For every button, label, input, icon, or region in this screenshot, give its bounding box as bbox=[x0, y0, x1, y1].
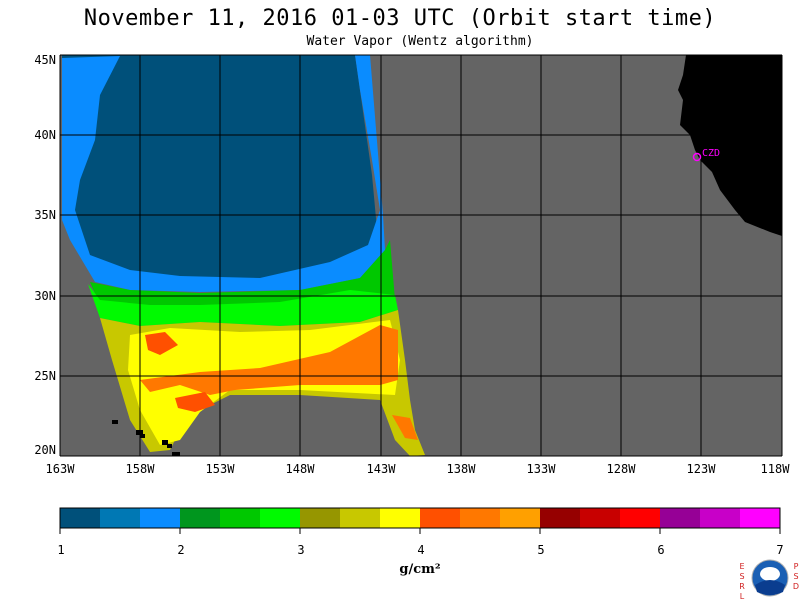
colorbar-swatch bbox=[100, 508, 141, 528]
colorbar-swatch bbox=[620, 508, 661, 528]
colorbar-swatch bbox=[380, 508, 421, 528]
colorbar-swatch bbox=[260, 508, 301, 528]
lon-label-118w: 118W bbox=[760, 462, 790, 476]
lon-label-163w: 163W bbox=[45, 462, 75, 476]
lat-label-35n: 35N bbox=[34, 208, 56, 222]
colorbar-tick-6: 6 bbox=[657, 543, 665, 557]
colorbar-swatch bbox=[740, 508, 781, 528]
land-west-coast bbox=[678, 55, 782, 236]
colorbar-swatch bbox=[340, 508, 381, 528]
map-subtitle: Water Vapor (Wentz algorithm) bbox=[306, 34, 534, 49]
colorbar bbox=[59, 507, 781, 534]
lon-label-133w: 133W bbox=[526, 462, 556, 476]
lat-label-45n: 45N bbox=[34, 53, 56, 67]
colorbar-units: g/cm² bbox=[399, 562, 441, 577]
colorbar-tick-4: 4 bbox=[417, 543, 425, 557]
station-label: CZD bbox=[702, 148, 720, 159]
colorbar-swatch bbox=[540, 508, 581, 528]
colorbar-swatch bbox=[60, 508, 101, 528]
noaa-logo-icon bbox=[751, 559, 789, 597]
colorbar-swatch bbox=[300, 508, 341, 528]
lon-label-143w: 143W bbox=[366, 462, 396, 476]
water-vapor-swath bbox=[62, 55, 425, 456]
colorbar-swatch bbox=[700, 508, 741, 528]
colorbar-swatch bbox=[500, 508, 541, 528]
colorbar-swatch bbox=[180, 508, 221, 528]
colorbar-swatch bbox=[220, 508, 261, 528]
lat-label-30n: 30N bbox=[34, 289, 56, 303]
colorbar-tick-2: 2 bbox=[177, 543, 185, 557]
colorbar-swatch bbox=[580, 508, 621, 528]
lon-label-148w: 148W bbox=[285, 462, 315, 476]
colorbar-swatch bbox=[420, 508, 461, 528]
station-marker-icon bbox=[692, 152, 702, 162]
colorbar-swatch bbox=[140, 508, 181, 528]
lat-label-25n: 25N bbox=[34, 369, 56, 383]
lon-label-158w: 158W bbox=[125, 462, 155, 476]
colorbar-tick-7: 7 bbox=[776, 543, 784, 557]
swath-band-orange-red-2 bbox=[175, 392, 215, 412]
map-title: November 11, 2016 01-03 UTC (Orbit start… bbox=[83, 6, 717, 31]
colorbar-tick-3: 3 bbox=[297, 543, 305, 557]
swath-band-blue bbox=[62, 55, 385, 292]
colorbar-swatch bbox=[460, 508, 501, 528]
lon-label-128w: 128W bbox=[606, 462, 636, 476]
lat-label-40n: 40N bbox=[34, 128, 56, 142]
swath-band-light-green bbox=[88, 284, 398, 326]
lon-label-123w: 123W bbox=[686, 462, 716, 476]
colorbar-swatch bbox=[660, 508, 701, 528]
station-marker-czd: CZD bbox=[692, 148, 720, 162]
swath-band-orange-south bbox=[392, 415, 418, 440]
lat-label-20n: 20N bbox=[34, 443, 56, 457]
swath-band-orange-red bbox=[145, 332, 178, 355]
lon-label-138w: 138W bbox=[446, 462, 476, 476]
lon-label-153w: 153W bbox=[205, 462, 235, 476]
colorbar-tick-1: 1 bbox=[57, 543, 65, 557]
colorbar-tick-5: 5 bbox=[537, 543, 545, 557]
swath-band-orange bbox=[140, 325, 398, 395]
map-grid bbox=[59, 54, 783, 457]
